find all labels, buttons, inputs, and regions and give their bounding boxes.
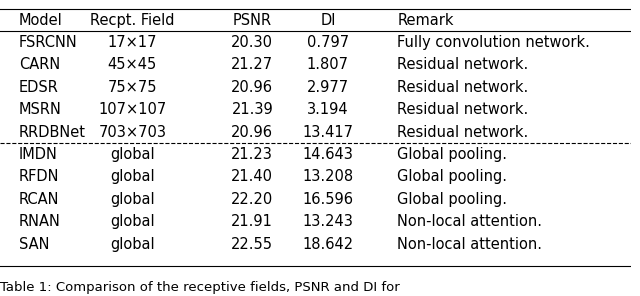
Text: global: global	[110, 147, 155, 162]
Text: Recpt. Field: Recpt. Field	[90, 12, 175, 28]
Text: Global pooling.: Global pooling.	[397, 147, 508, 162]
Text: 21.23: 21.23	[231, 147, 273, 162]
Text: RNAN: RNAN	[19, 214, 61, 229]
Text: Global pooling.: Global pooling.	[397, 169, 508, 184]
Text: Residual network.: Residual network.	[397, 57, 529, 72]
Text: 22.20: 22.20	[231, 192, 273, 207]
Text: 21.91: 21.91	[231, 214, 273, 229]
Text: 3.194: 3.194	[307, 102, 349, 117]
Text: 0.797: 0.797	[307, 35, 349, 50]
Text: 703×703: 703×703	[99, 125, 166, 139]
Text: 22.55: 22.55	[231, 237, 273, 252]
Text: 14.643: 14.643	[303, 147, 353, 162]
Text: global: global	[110, 237, 155, 252]
Text: 18.642: 18.642	[302, 237, 353, 252]
Text: Non-local attention.: Non-local attention.	[397, 214, 542, 229]
Text: 45×45: 45×45	[108, 57, 157, 72]
Text: Residual network.: Residual network.	[397, 125, 529, 139]
Text: Non-local attention.: Non-local attention.	[397, 237, 542, 252]
Text: Model: Model	[19, 12, 63, 28]
Text: 20.96: 20.96	[231, 80, 273, 95]
Text: Table 1: Comparison of the receptive fields, PSNR and DI for: Table 1: Comparison of the receptive fie…	[0, 281, 400, 294]
Text: 20.30: 20.30	[231, 35, 273, 50]
Text: 21.27: 21.27	[231, 57, 273, 72]
Text: RRDBNet: RRDBNet	[19, 125, 86, 139]
Text: 20.96: 20.96	[231, 125, 273, 139]
Text: Residual network.: Residual network.	[397, 80, 529, 95]
Text: RCAN: RCAN	[19, 192, 60, 207]
Text: 2.977: 2.977	[307, 80, 349, 95]
Text: global: global	[110, 214, 155, 229]
Text: 13.208: 13.208	[302, 169, 353, 184]
Text: Remark: Remark	[397, 12, 454, 28]
Text: CARN: CARN	[19, 57, 60, 72]
Text: 1.807: 1.807	[307, 57, 349, 72]
Text: 107×107: 107×107	[99, 102, 166, 117]
Text: EDSR: EDSR	[19, 80, 59, 95]
Text: 75×75: 75×75	[108, 80, 157, 95]
Text: PSNR: PSNR	[233, 12, 272, 28]
Text: Residual network.: Residual network.	[397, 102, 529, 117]
Text: global: global	[110, 192, 155, 207]
Text: RFDN: RFDN	[19, 169, 60, 184]
Text: 16.596: 16.596	[303, 192, 353, 207]
Text: 21.39: 21.39	[232, 102, 273, 117]
Text: 17×17: 17×17	[108, 35, 157, 50]
Text: Global pooling.: Global pooling.	[397, 192, 508, 207]
Text: 13.417: 13.417	[303, 125, 353, 139]
Text: 21.40: 21.40	[231, 169, 273, 184]
Text: IMDN: IMDN	[19, 147, 58, 162]
Text: MSRN: MSRN	[19, 102, 62, 117]
Text: 13.243: 13.243	[303, 214, 353, 229]
Text: DI: DI	[320, 12, 336, 28]
Text: SAN: SAN	[19, 237, 49, 252]
Text: FSRCNN: FSRCNN	[19, 35, 77, 50]
Text: Fully convolution network.: Fully convolution network.	[397, 35, 590, 50]
Text: global: global	[110, 169, 155, 184]
